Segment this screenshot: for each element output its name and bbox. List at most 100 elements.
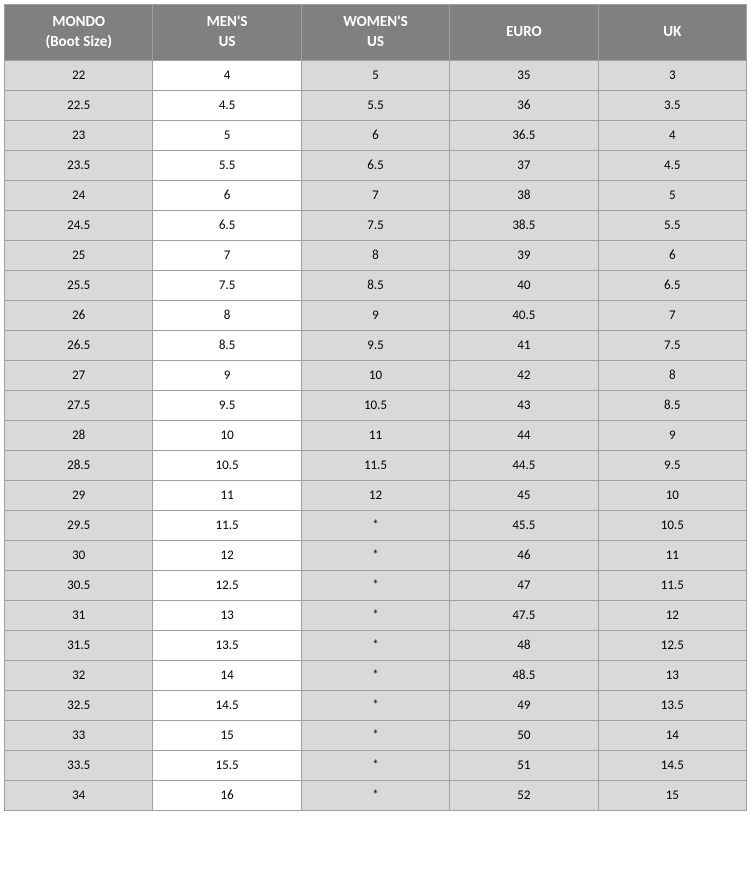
table-row: 30.512.5*4711.5 [5,571,747,601]
table-cell: 11 [301,421,449,451]
table-cell: 46 [450,541,598,571]
table-cell: * [301,691,449,721]
table-cell: 10 [153,421,301,451]
table-row: 2467385 [5,181,747,211]
table-cell: 27 [5,361,153,391]
table-cell: 9 [598,421,746,451]
table-cell: 27.5 [5,391,153,421]
table-cell: 47.5 [450,601,598,631]
table-row: 235636.54 [5,121,747,151]
table-cell: 40 [450,271,598,301]
table-cell: 8.5 [598,391,746,421]
table-cell: 32.5 [5,691,153,721]
table-cell: 5.5 [153,151,301,181]
col-header-womens: WOMEN'S US [301,5,449,61]
table-cell: 28.5 [5,451,153,481]
table-row: 268940.57 [5,301,747,331]
table-cell: 49 [450,691,598,721]
table-cell: 10 [301,361,449,391]
table-cell: 11.5 [153,511,301,541]
table-row: 22.54.55.5363.5 [5,91,747,121]
table-cell: 48 [450,631,598,661]
table-cell: 12 [598,601,746,631]
table-cell: 48.5 [450,661,598,691]
table-cell: 43 [450,391,598,421]
table-row: 31.513.5*4812.5 [5,631,747,661]
table-cell: 29 [5,481,153,511]
col-header-line1: MEN'S [207,13,248,31]
table-cell: 23.5 [5,151,153,181]
table-cell: 29.5 [5,511,153,541]
table-cell: 39 [450,241,598,271]
table-cell: 13.5 [598,691,746,721]
table-cell: 36.5 [450,121,598,151]
table-cell: 6.5 [153,211,301,241]
header-row: MONDO (Boot Size) MEN'S US WOMEN'S US EU… [5,5,747,61]
table-row: 2578396 [5,241,747,271]
table-cell: 37 [450,151,598,181]
table-cell: * [301,661,449,691]
table-cell: 22 [5,61,153,91]
table-cell: 24.5 [5,211,153,241]
table-cell: 14 [153,661,301,691]
table-cell: 41 [450,331,598,361]
table-cell: 5.5 [301,91,449,121]
table-cell: 5.5 [598,211,746,241]
table-cell: 22.5 [5,91,153,121]
table-cell: 13 [598,661,746,691]
table-cell: 9.5 [153,391,301,421]
col-header-line1: WOMEN'S [343,13,407,31]
table-cell: 12 [153,541,301,571]
table-cell: 32 [5,661,153,691]
col-header-euro: EURO [450,5,598,61]
table-cell: 25 [5,241,153,271]
table-cell: 6 [153,181,301,211]
col-header-line1: MONDO [52,13,105,31]
table-cell: 3.5 [598,91,746,121]
table-cell: 24 [5,181,153,211]
table-row: 32.514.5*4913.5 [5,691,747,721]
table-cell: 38.5 [450,211,598,241]
table-cell: 8.5 [153,331,301,361]
table-cell: 25.5 [5,271,153,301]
table-cell: 14 [598,721,746,751]
table-cell: * [301,781,449,811]
table-cell: * [301,751,449,781]
table-cell: 33 [5,721,153,751]
table-cell: 13 [153,601,301,631]
table-row: 23.55.56.5374.5 [5,151,747,181]
table-cell: 12.5 [598,631,746,661]
table-cell: 5 [153,121,301,151]
table-cell: 26 [5,301,153,331]
table-row: 24.56.57.538.55.5 [5,211,747,241]
table-cell: 15 [598,781,746,811]
table-cell: 50 [450,721,598,751]
table-cell: 14.5 [153,691,301,721]
table-cell: 8 [598,361,746,391]
table-cell: * [301,511,449,541]
table-cell: 7 [598,301,746,331]
table-cell: 8 [153,301,301,331]
col-header-mondo: MONDO (Boot Size) [5,5,153,61]
table-cell: 13.5 [153,631,301,661]
table-row: 3012*4611 [5,541,747,571]
table-row: 28.510.511.544.59.5 [5,451,747,481]
table-cell: 15.5 [153,751,301,781]
table-body: 224535322.54.55.5363.5235636.5423.55.56.… [5,61,747,811]
table-cell: 8 [301,241,449,271]
table-cell: 7 [301,181,449,211]
col-header-line2: US [367,33,384,51]
table-cell: 44 [450,421,598,451]
table-row: 33.515.5*5114.5 [5,751,747,781]
col-header-uk: UK [598,5,746,61]
table-cell: 6 [598,241,746,271]
col-header-line1: EURO [506,23,542,41]
table-cell: 9.5 [301,331,449,361]
table-cell: 9.5 [598,451,746,481]
table-cell: 15 [153,721,301,751]
table-cell: 10.5 [598,511,746,541]
table-cell: 45 [450,481,598,511]
table-cell: 5 [598,181,746,211]
table-cell: 4.5 [153,91,301,121]
table-cell: 31.5 [5,631,153,661]
